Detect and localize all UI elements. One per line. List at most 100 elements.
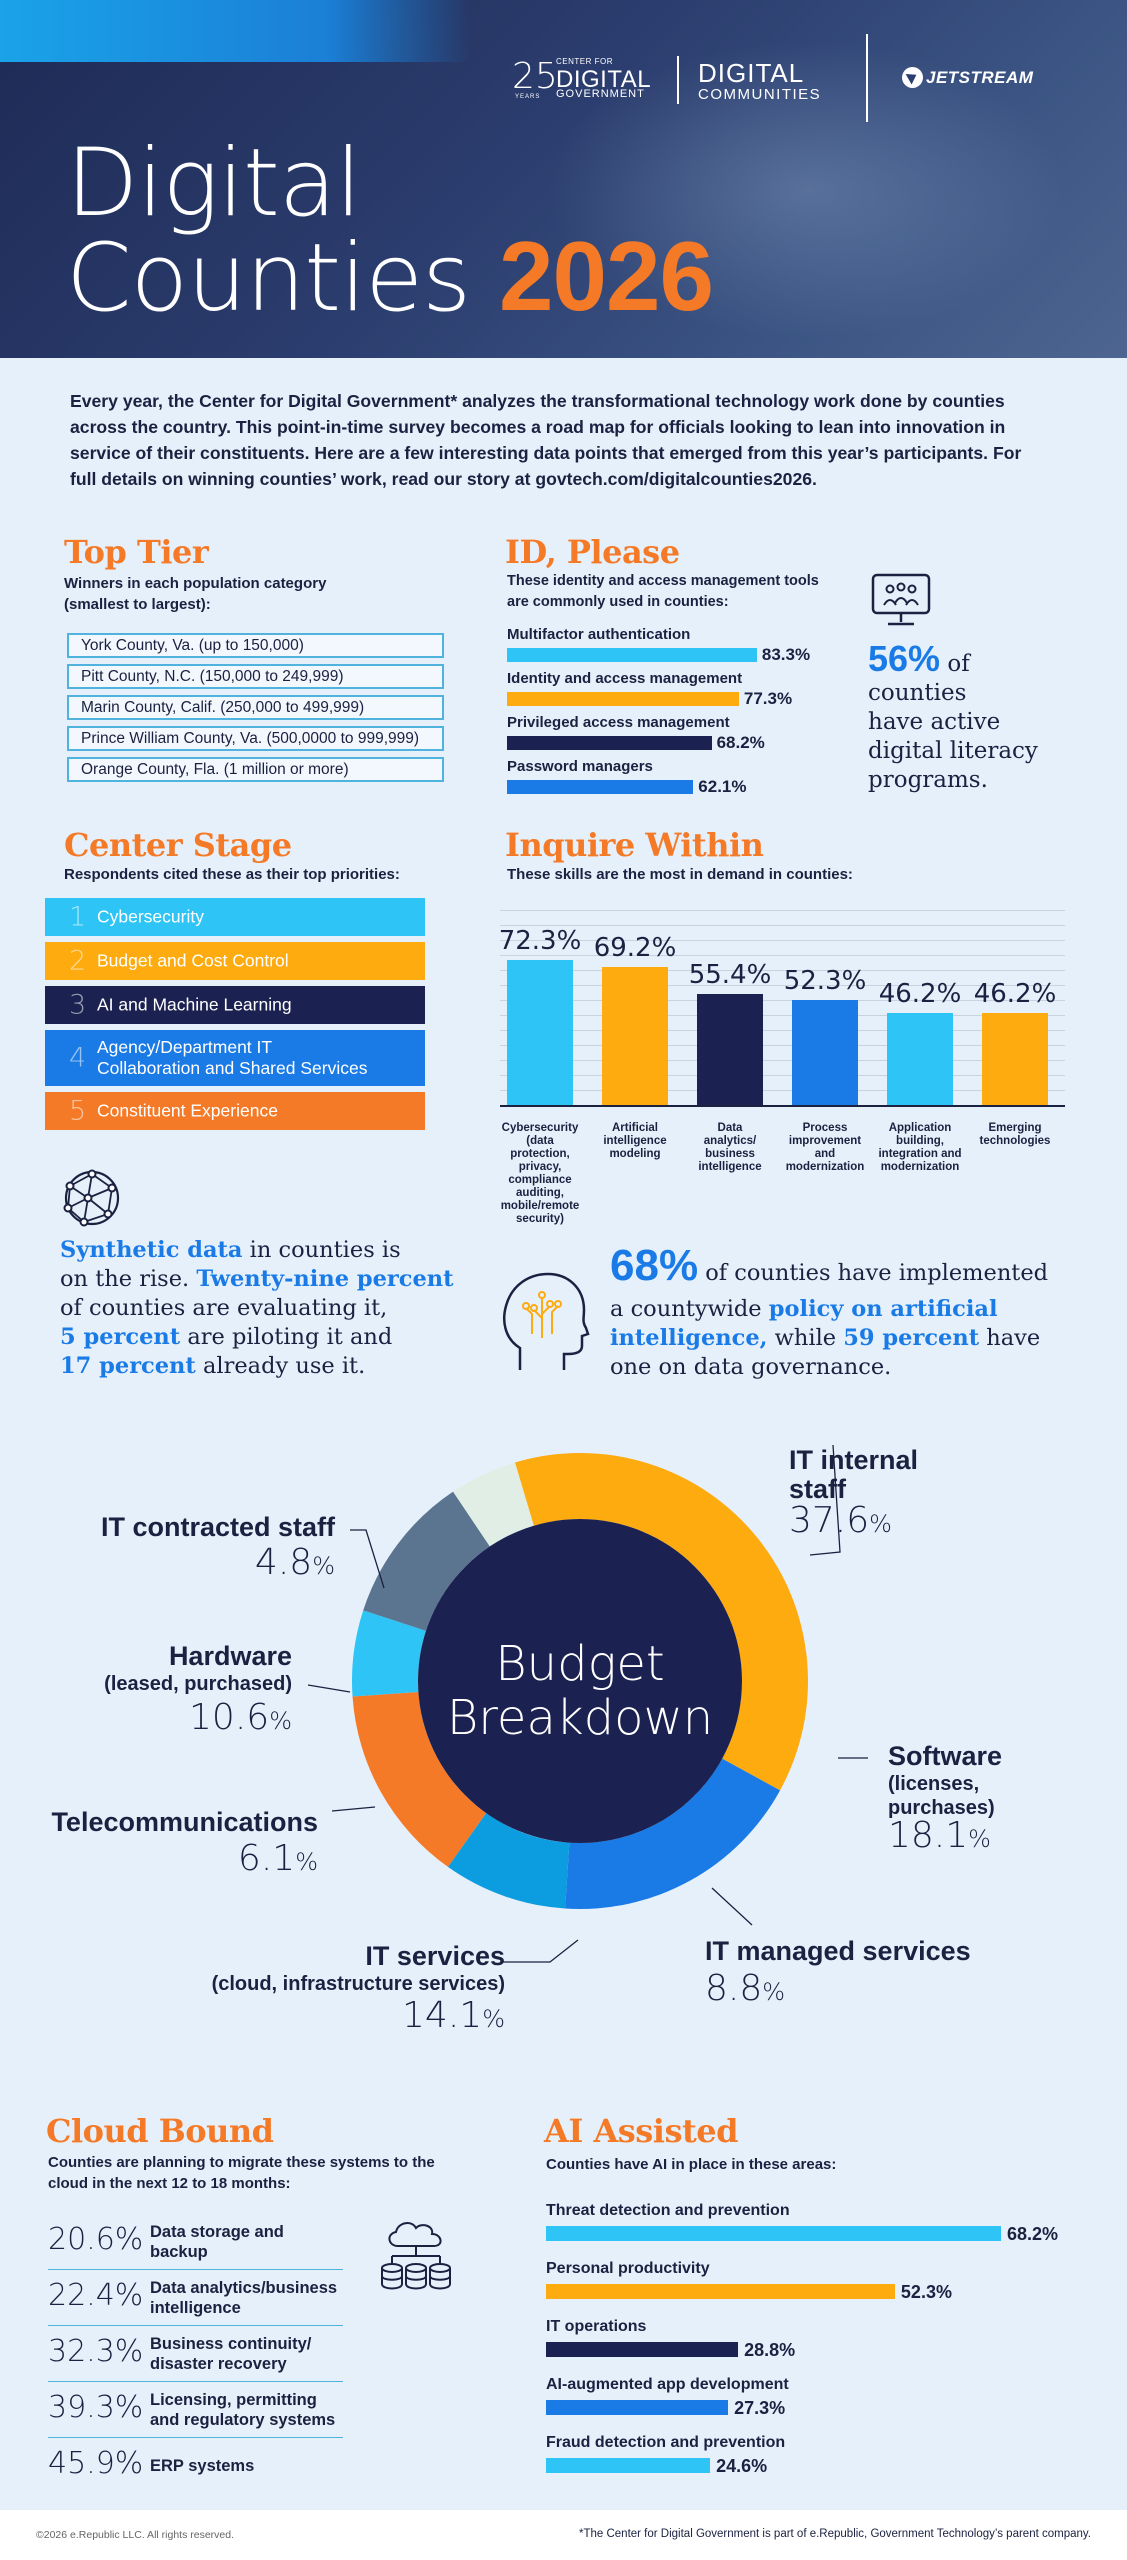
txt: have [979, 1325, 1041, 1351]
donut-center-line1: Budget [495, 1636, 665, 1692]
skills-chart: 72.3% Cybersecurity (data protection, privac… [499, 900, 1070, 1230]
leader-line [500, 1939, 579, 1963]
digital-literacy-icon [871, 573, 931, 626]
bar-value-label: 77.3% [743, 689, 793, 708]
logo-divider [866, 34, 868, 122]
bar-value-label: 68.2% [1007, 2224, 1059, 2244]
priority-item: 1 Cybersecurity [45, 898, 425, 936]
gridline [500, 1000, 1065, 1001]
category-line: modeling [609, 1148, 661, 1160]
leader-line [331, 1806, 376, 1812]
top-tier-item: Pitt County, N.C. (150,000 to 249,999) [67, 664, 444, 689]
category-line: Artificial [611, 1122, 658, 1134]
priority-number: 2 [69, 945, 87, 977]
donut-center [418, 1519, 742, 1843]
top-tier-subtitle: Winners in each population category (sma… [64, 575, 327, 613]
priority-item: 2 Budget and Cost Control [45, 942, 425, 980]
gridline [500, 955, 1065, 956]
cloud-system-label: Licensing, permitting and regulatory syst… [150, 2390, 335, 2430]
priority-label-line: Agency/Department IT [97, 1037, 273, 1057]
bar-value-label: 83.3% [761, 645, 811, 664]
cloud-system-label: Business continuity/disaster recovery [150, 2334, 311, 2374]
bar [507, 780, 694, 794]
budget-donut-chart [307, 1444, 868, 1963]
column-value-label: 46.2% [973, 978, 1057, 1009]
priority-label: AI and Machine Learning [97, 995, 292, 1016]
page-title: Digital Counties 2026 [66, 129, 714, 326]
category-line: improvement [788, 1135, 862, 1147]
gridline [500, 940, 1065, 941]
title-line1: Digital [66, 129, 362, 238]
id-please-title: ID, Please [505, 533, 680, 571]
cloud-percent: 32.3% [48, 2334, 144, 2369]
leader-line [350, 1529, 385, 1589]
top-tier-item: York County, Va. (up to 150,000) [67, 633, 444, 658]
top-tier-item: Prince William County, Va. (500,0000 to … [67, 726, 444, 751]
txt: while [767, 1325, 844, 1351]
bar-label: Threat detection and prevention [546, 2202, 790, 2219]
column-bar [887, 1012, 953, 1105]
slice-value-label: 4.8% [255, 1542, 335, 1583]
column-category-label: Artificial intelligence modeling [588, 1122, 682, 1161]
slice-value-pct: % [762, 1978, 786, 2006]
slice-value-pct: % [968, 1825, 991, 1853]
txt: of counties have implemented [698, 1260, 1049, 1286]
slice-name-label: IT internal staff [789, 1445, 919, 1504]
txt: already use it. [195, 1353, 366, 1379]
gridline [500, 1090, 1065, 1091]
column-category-label: Process improvement and modernization [778, 1122, 872, 1174]
bar [546, 2458, 711, 2473]
priority-number: 5 [69, 1095, 87, 1127]
top-tier-item: Orange County, Fla. (1 million or more) [67, 757, 444, 782]
priority-number: 4 [69, 1042, 87, 1074]
hl: 59 percent [843, 1325, 980, 1351]
leader-line [307, 1684, 351, 1693]
hero-banner: 25 YEARS CENTER FOR DIGITAL GOVERNMENT D… [0, 0, 1127, 358]
cloud-system-label: Data analytics/business intelligence [150, 2278, 337, 2318]
priority-label: Constituent Experience [97, 1101, 278, 1122]
cloud-label-line: and regulatory systems [150, 2411, 336, 2429]
hl: policy on artificial [768, 1296, 998, 1322]
cloud-bound-subtitle: Counties are planning to migrate these s… [48, 2154, 435, 2192]
gridline [500, 985, 1065, 986]
donut-slice [514, 1453, 809, 1791]
id-please-subtitle: These identity and access management too… [507, 573, 819, 610]
column-bar [602, 966, 668, 1105]
ai-policy-pct: 68% [610, 1241, 699, 1290]
slice-value-number: 6.1 [237, 1838, 296, 1879]
priority-number: 3 [69, 989, 87, 1021]
cloud-percent: 22.4% [48, 2278, 144, 2313]
priority-number: 1 [69, 901, 87, 933]
leader-line [711, 1887, 753, 1926]
cdg-logo-government: GOVERNMENT [556, 88, 645, 100]
ai-assisted-title: AI Assisted [544, 2112, 738, 2150]
slice-value-pct: % [312, 1552, 335, 1580]
bar-label: Identity and access management [507, 670, 743, 687]
bar-label: Personal productivity [546, 2260, 710, 2277]
hl: 17 percent [60, 1353, 196, 1379]
cloud-label-line: Data analytics/business [150, 2279, 338, 2297]
slice-value-label: 10.6% [189, 1697, 292, 1738]
slice-value-pct: % [295, 1848, 318, 1876]
hl: Twenty-nine percent [196, 1266, 454, 1292]
cloud-percent: 45.9% [48, 2446, 144, 2481]
donut-slice [352, 1691, 487, 1867]
slice-sub-label: (leased, purchased) [104, 1673, 292, 1695]
ai-policy-text: 68% of counties have implemented a count… [610, 1244, 1048, 1382]
priority-label: Budget and Cost Control [97, 951, 289, 972]
category-line: mobile/remote [500, 1200, 580, 1212]
column-category-label: Data analytics/business intelligence [683, 1122, 777, 1174]
category-line: integration and [878, 1148, 962, 1160]
slice-value-label: 18.1% [888, 1815, 991, 1856]
slice-value-number: 14.1 [402, 1995, 483, 2036]
bar-label: Fraud detection and prevention [546, 2434, 786, 2451]
slice-value-pct: % [269, 1707, 292, 1735]
donut-center-line2: Breakdown [446, 1690, 714, 1746]
digital-literacy-stat: 56% of counties have active digital lite… [868, 641, 1038, 795]
title-line2: Counties [66, 224, 471, 333]
gridline [500, 1075, 1065, 1076]
stat-text: of [947, 651, 970, 677]
cloud-label-line: Business continuity/ [150, 2335, 312, 2353]
dc-logo-digital: DIGITAL [698, 58, 805, 88]
priority-label: Agency/Department IT Collaboration and Sh… [97, 1037, 367, 1079]
